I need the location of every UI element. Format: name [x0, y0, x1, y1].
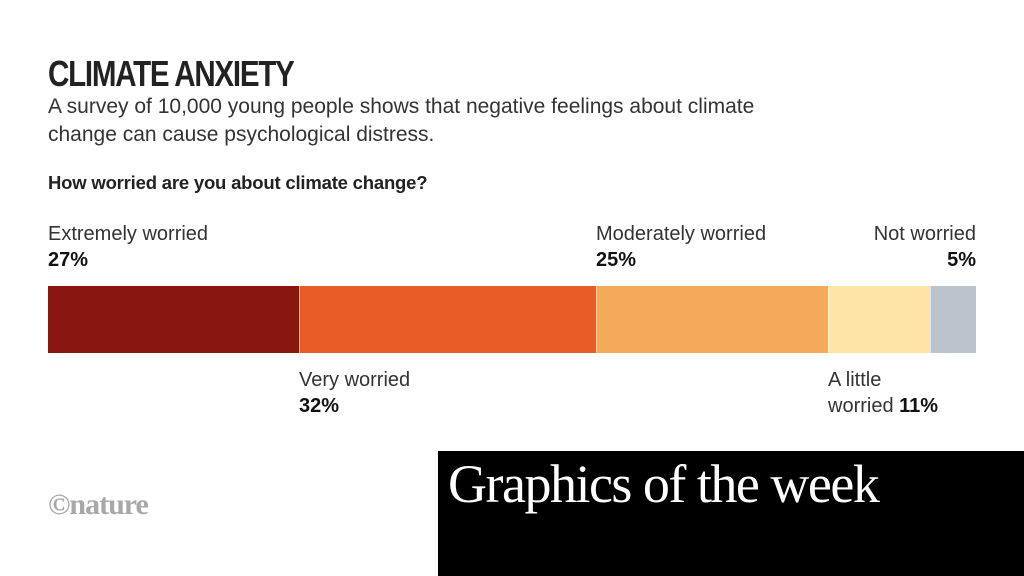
label-very-worried: Very worried 32% — [299, 367, 410, 419]
bar-segment-a-little-worried — [828, 286, 930, 353]
label-moderately-worried: Moderately worried 25% — [596, 221, 766, 273]
label-value: 11% — [899, 395, 939, 417]
label-value: 5% — [947, 249, 976, 271]
stacked-bar — [48, 286, 976, 353]
survey-question: How worried are you about climate change… — [48, 172, 428, 193]
label-name: Not worried — [873, 223, 976, 245]
bar-segment-very-worried — [299, 286, 596, 353]
nature-logo: ©nature — [48, 488, 149, 521]
banner: Graphics of the week — [438, 451, 1024, 576]
label-value: 27% — [48, 249, 89, 271]
label-value: 32% — [299, 395, 340, 417]
label-extremely-worried: Extremely worried 27% — [48, 221, 208, 273]
chart-title: CLIMATE ANXIETY — [48, 53, 295, 94]
label-name-line2: worried — [828, 395, 894, 417]
label-name-line1: A little — [828, 369, 882, 391]
label-value: 25% — [596, 249, 637, 271]
chart-subtitle: A survey of 10,000 young people shows th… — [48, 95, 755, 146]
label-name: Very worried — [299, 369, 411, 391]
bar-segment-not-worried — [930, 286, 976, 353]
label-name: Moderately worried — [596, 223, 767, 245]
label-name: Extremely worried — [48, 223, 209, 245]
label-a-little-worried: A little worried 11% — [828, 367, 938, 419]
banner-title: Graphics of the week — [448, 454, 880, 514]
label-not-worried: Not worried 5% — [874, 221, 976, 273]
bar-segment-moderately-worried — [596, 286, 828, 353]
bar-segment-extremely-worried — [48, 286, 299, 353]
